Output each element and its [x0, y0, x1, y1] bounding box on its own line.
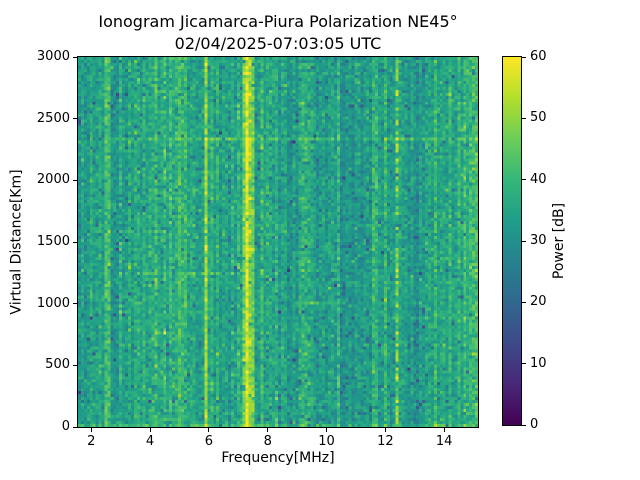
- colorbar-tick-mark: [522, 117, 526, 119]
- colorbar-tick-label: 0: [530, 417, 539, 432]
- ionogram-heatmap: [78, 57, 478, 427]
- y-tick-label: 2500: [36, 110, 70, 126]
- colorbar-tick-label: 50: [530, 110, 547, 126]
- colorbar-tick-mark: [522, 363, 526, 365]
- colorbar-tick-mark: [522, 179, 526, 181]
- colorbar-tick-label: 10: [530, 355, 547, 371]
- y-tick-label: 0: [61, 419, 70, 434]
- x-tick-label: 6: [204, 434, 214, 449]
- colorbar-label-wrap: Power [dB]: [544, 56, 574, 426]
- plot-area: [77, 56, 479, 428]
- x-axis-label: Frequency[MHz]: [221, 450, 335, 466]
- x-tick-mark: [208, 428, 210, 432]
- y-tick-mark: [73, 303, 77, 305]
- x-tick-mark: [149, 428, 151, 432]
- x-tick-label: 14: [435, 434, 453, 449]
- colorbar-gradient: [503, 57, 521, 425]
- x-tick-mark: [384, 428, 386, 432]
- y-tick-mark: [73, 179, 77, 181]
- x-tick-label: 8: [263, 434, 272, 449]
- y-tick-label: 2000: [36, 172, 70, 188]
- y-tick-mark: [73, 118, 77, 120]
- y-tick-label: 500: [45, 357, 70, 373]
- y-tick-label: 1500: [36, 234, 70, 249]
- y-tick-label: 1000: [36, 295, 70, 311]
- x-tick-mark: [90, 428, 92, 432]
- colorbar-tick-label: 20: [530, 294, 547, 310]
- x-tick-mark: [443, 428, 445, 432]
- colorbar: [502, 56, 522, 426]
- chart-subtitle: 02/04/2025-07:03:05 UTC: [174, 34, 382, 53]
- y-tick-mark: [73, 56, 77, 58]
- x-tick-label: 10: [318, 434, 335, 449]
- y-tick-mark: [73, 364, 77, 366]
- x-tick-label: 2: [87, 434, 96, 449]
- chart-title-block: Ionogram Jicamarca-Piura Polarization NE…: [77, 11, 479, 55]
- y-axis-label: Virtual Distance[Km]: [9, 169, 25, 315]
- colorbar-tick-mark: [522, 56, 526, 58]
- x-tick-label: 4: [145, 434, 155, 449]
- colorbar-tick-label: 40: [530, 171, 547, 187]
- colorbar-tick-mark: [522, 301, 526, 303]
- colorbar-tick-mark: [522, 240, 526, 242]
- colorbar-tick-label: 30: [530, 233, 547, 248]
- y-tick-label: 3000: [36, 49, 70, 64]
- x-tick-mark: [326, 428, 328, 432]
- x-tick-label: 12: [377, 434, 394, 449]
- chart-title: Ionogram Jicamarca-Piura Polarization NE…: [98, 12, 458, 31]
- colorbar-tick-label: 60: [530, 49, 547, 64]
- colorbar-label: Power [dB]: [551, 202, 568, 280]
- y-tick-mark: [73, 426, 77, 428]
- colorbar-tick-mark: [522, 424, 526, 426]
- y-tick-mark: [73, 241, 77, 243]
- x-tick-mark: [267, 428, 269, 432]
